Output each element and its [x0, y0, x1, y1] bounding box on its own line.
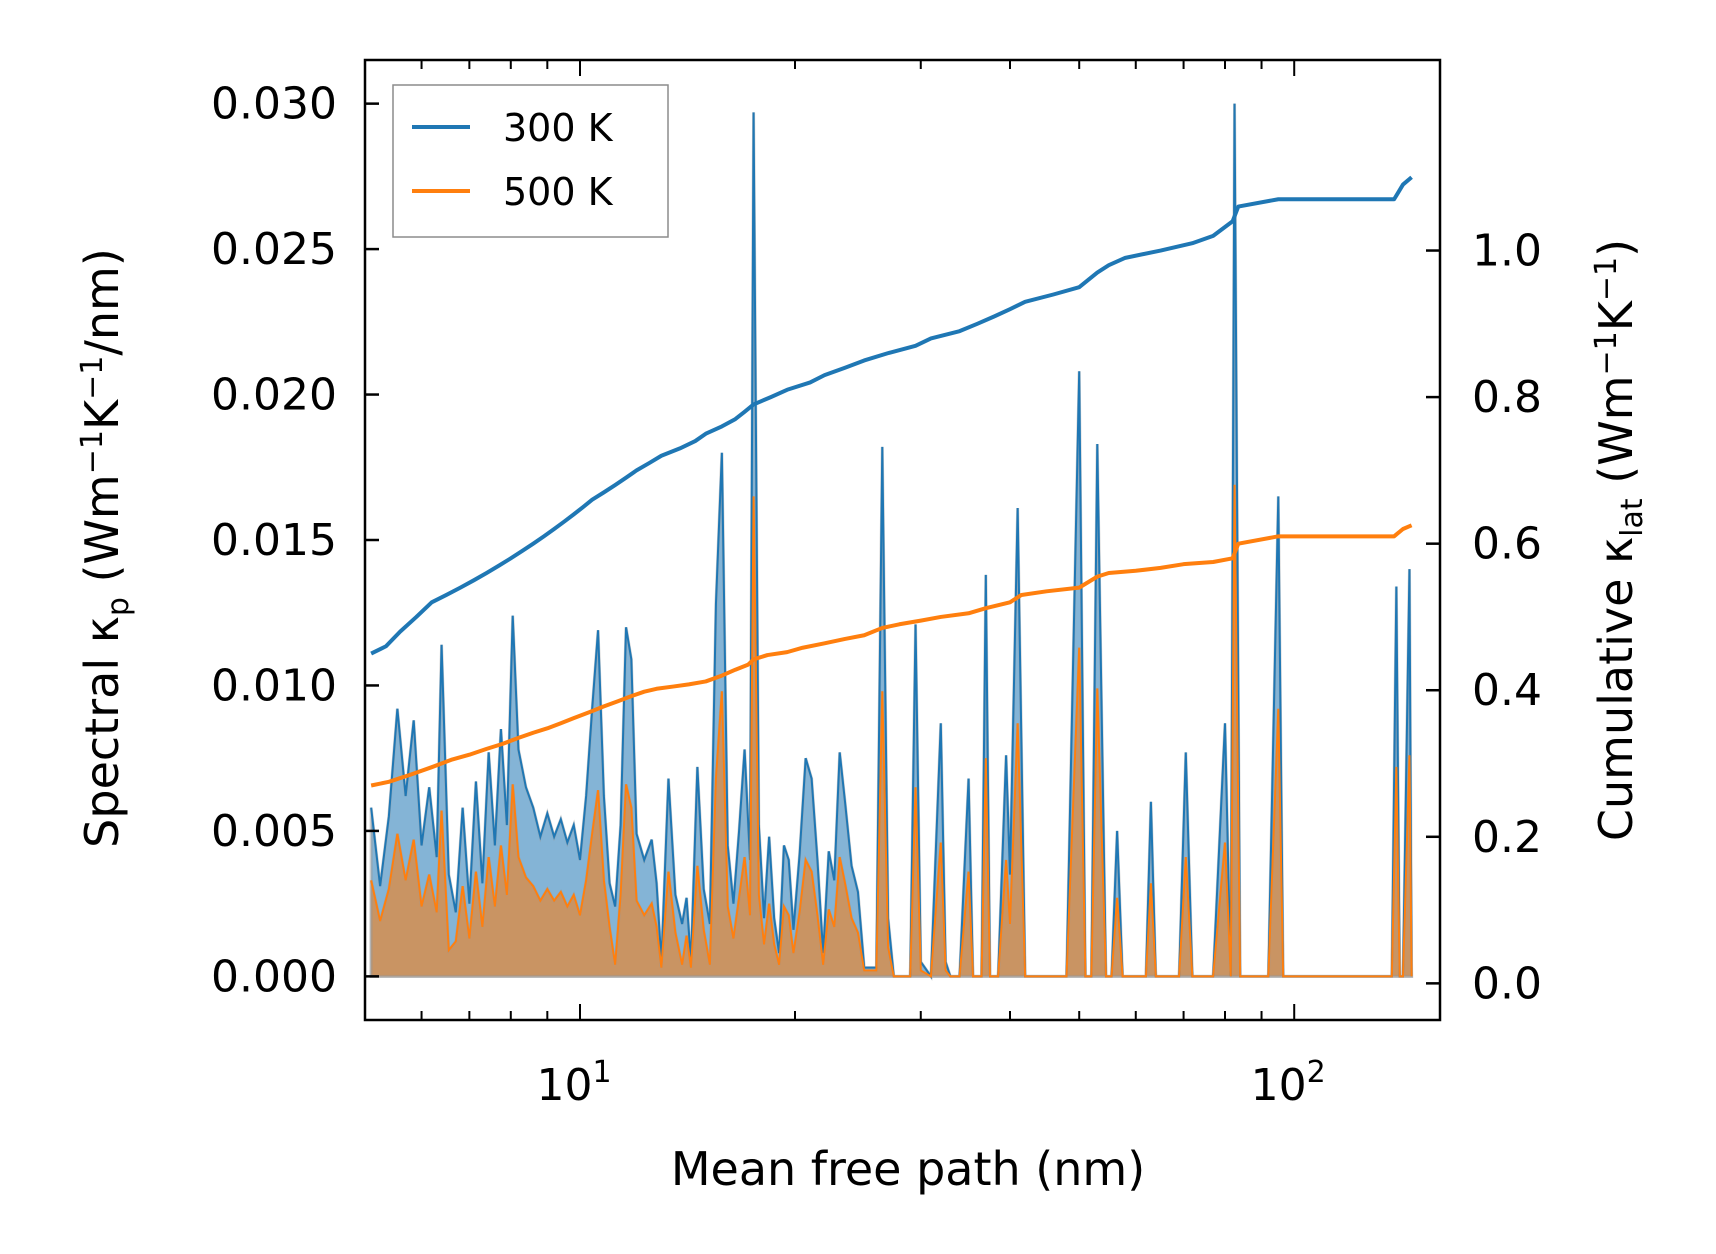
right-y-axis: 0.0 0.2 0.4 0.6 0.8 1.0	[1426, 226, 1542, 1009]
left-tick-label: 0.010	[211, 660, 337, 711]
left-tick-label: 0.000	[211, 951, 337, 1002]
spectral-line-300k	[370, 103, 1413, 980]
spectral-line-500k	[370, 484, 1413, 979]
left-tick-label: 0.005	[211, 806, 337, 857]
right-tick-label: 0.2	[1472, 812, 1542, 863]
left-axis-label: Spectral κp (Wm−1K−1/nm)	[75, 248, 136, 848]
legend: 300 K 500 K	[392, 84, 669, 238]
legend-label-300k: 300 K	[503, 106, 614, 150]
legend-label-500k: 500 K	[503, 170, 614, 214]
x-axis-label: Mean free path (nm)	[671, 1142, 1145, 1196]
right-axis-label: Cumulative κlat (Wm−1K−1)	[1589, 239, 1650, 841]
x-tick-label: 102	[1251, 1055, 1326, 1111]
x-tick-label: 101	[536, 1055, 611, 1111]
legend-box	[392, 84, 669, 238]
left-y-axis: 0.000 0.005 0.010 0.015 0.020 0.025 0.030	[211, 79, 379, 1002]
cumulative-line-500k	[370, 523, 1413, 788]
left-tick-label: 0.030	[211, 79, 337, 130]
right-tick-label: 0.8	[1472, 372, 1542, 423]
left-tick-label: 0.015	[211, 515, 337, 566]
right-tick-label: 0.6	[1472, 519, 1542, 570]
x-axis: 101 102	[364, 60, 1326, 1111]
cumulative-line-300k	[370, 175, 1413, 656]
cumulative-lines	[370, 175, 1413, 788]
left-tick-label: 0.020	[211, 370, 337, 421]
right-tick-label: 0.0	[1472, 958, 1542, 1009]
right-tick-label: 0.4	[1472, 665, 1542, 716]
spectral-lines	[370, 103, 1413, 980]
right-tick-label: 1.0	[1472, 226, 1542, 277]
left-tick-label: 0.025	[211, 224, 337, 275]
